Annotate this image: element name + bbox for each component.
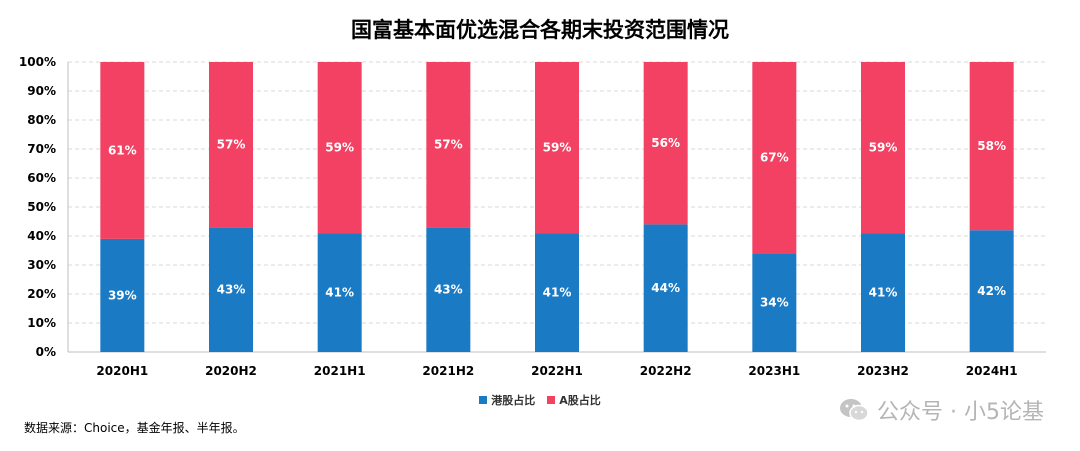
bar-a-2021H2 [426, 62, 471, 228]
data-label: 57% [434, 138, 463, 152]
data-label: 56% [651, 136, 680, 150]
legend-item-hk: 港股占比 [479, 392, 535, 408]
data-label: 34% [760, 296, 789, 310]
watermark: 公众号 · 小5论基 [839, 394, 1044, 426]
y-tick-label: 20% [27, 287, 56, 301]
legend-swatch-a [547, 396, 556, 404]
wechat-icon [839, 397, 869, 423]
legend-swatch-hk [479, 396, 488, 404]
data-label: 42% [977, 284, 1006, 298]
legend-label-hk: 港股占比 [491, 394, 536, 407]
data-label: 61% [108, 143, 137, 157]
bar-a-2022H2 [643, 62, 688, 225]
chart-title: 国富基本面优选混合各期末投资范围情况 [351, 18, 729, 42]
x-tick-label: 2020H2 [205, 364, 257, 378]
y-tick-label: 60% [27, 171, 56, 185]
data-label: 43% [217, 283, 246, 297]
legend-item-a: A股占比 [547, 392, 601, 408]
y-tick-label: 100% [19, 55, 56, 69]
x-tick-label: 2023H1 [748, 364, 800, 378]
y-tick-label: 10% [27, 316, 56, 330]
x-tick-label: 2020H1 [96, 364, 148, 378]
x-tick-label: 2022H2 [640, 364, 692, 378]
y-tick-label: 30% [27, 258, 56, 272]
bar-hk-2022H1 [535, 233, 579, 352]
bar-a-2024H1 [969, 62, 1014, 231]
bar-a-2021H1 [317, 62, 362, 234]
bar-a-2023H1 [752, 62, 797, 254]
y-tick-label: 80% [27, 113, 56, 127]
bar-hk-2020H1 [100, 238, 145, 352]
data-label: 41% [325, 286, 354, 300]
x-tick-label: 2023H2 [857, 364, 909, 378]
data-label: 41% [869, 286, 898, 300]
bar-hk-2020H2 [209, 227, 253, 352]
data-label: 59% [325, 141, 354, 155]
x-tick-label: 2021H2 [422, 364, 474, 378]
bar-a-2020H2 [209, 62, 253, 228]
data-label: 44% [651, 281, 680, 295]
data-label: 41% [543, 286, 572, 300]
data-label: 57% [217, 138, 246, 152]
y-tick-label: 0% [36, 345, 56, 359]
chart-legend: 港股占比 A股占比 [0, 392, 1080, 408]
bar-hk-2021H1 [317, 233, 362, 352]
bar-a-2022H1 [535, 62, 579, 234]
bar-hk-2024H1 [969, 230, 1014, 352]
data-label: 59% [869, 141, 898, 155]
y-tick-label: 90% [27, 84, 56, 98]
bar-hk-2023H2 [861, 233, 905, 352]
x-tick-label: 2024H1 [966, 364, 1018, 378]
y-tick-label: 50% [27, 200, 56, 214]
data-label: 39% [108, 288, 137, 302]
data-label: 59% [543, 141, 572, 155]
data-label: 58% [977, 139, 1006, 153]
legend-label-a: A股占比 [559, 394, 601, 407]
bar-a-2020H1 [100, 62, 145, 239]
source-note: 数据来源：Choice，基金年报、半年报。 [24, 421, 245, 435]
watermark-text: 公众号 · 小5论基 [877, 400, 1044, 425]
bar-hk-2023H1 [752, 253, 797, 352]
bar-hk-2022H2 [643, 224, 688, 352]
bar-a-2023H2 [861, 62, 905, 234]
y-tick-label: 70% [27, 142, 56, 156]
data-label: 67% [760, 151, 789, 165]
x-tick-label: 2022H1 [531, 364, 583, 378]
y-tick-label: 40% [27, 229, 56, 243]
x-tick-label: 2021H1 [314, 364, 366, 378]
data-label: 43% [434, 283, 463, 297]
bar-hk-2021H2 [426, 227, 471, 352]
